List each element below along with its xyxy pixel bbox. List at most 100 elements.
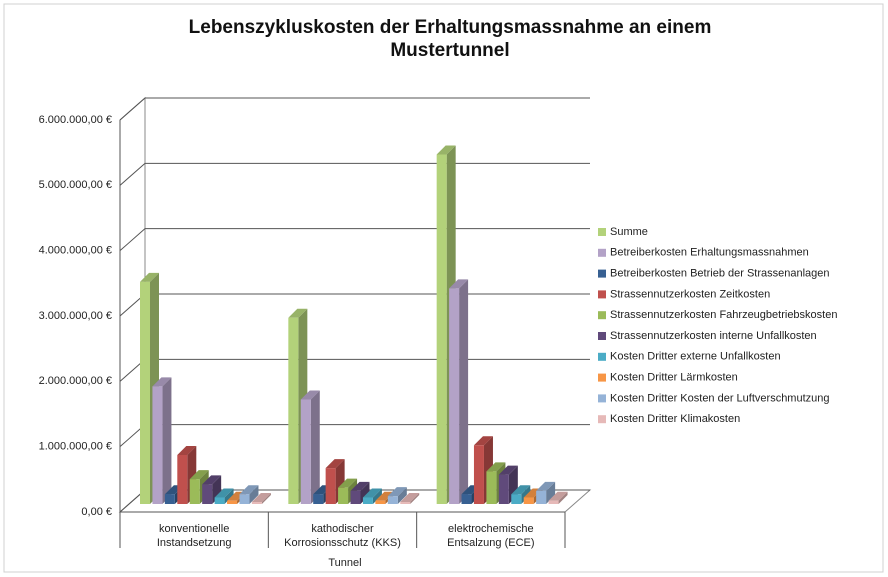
bar-top: [152, 377, 172, 387]
bar-side: [558, 491, 568, 504]
legend-swatch: [598, 373, 606, 382]
bar-side: [261, 493, 271, 504]
bar-front: [387, 496, 398, 504]
bar-top: [350, 481, 370, 491]
legend-swatch: [598, 290, 606, 299]
bar-top: [498, 465, 518, 475]
y-tick-label: 3.000.000,00 €: [39, 310, 112, 322]
legend-swatch: [598, 311, 606, 320]
bar-front: [325, 468, 336, 504]
bar-front: [214, 497, 225, 504]
bar-front: [523, 497, 534, 504]
bar-top: [548, 491, 568, 501]
bar-top: [189, 470, 209, 480]
bar-front: [202, 484, 213, 504]
bar: [536, 481, 556, 504]
y-tick-label: 1.000.000,00 €: [39, 441, 112, 453]
bar-front: [511, 494, 522, 504]
bar-side: [521, 485, 531, 504]
bar-top: [375, 491, 395, 501]
legend-swatch: [598, 228, 606, 236]
bar-front: [189, 479, 200, 504]
bar: [449, 279, 469, 504]
bar-side: [360, 481, 370, 504]
bar-side: [397, 487, 407, 504]
x-tick-label: konventionelle Instandsetzung: [156, 523, 232, 549]
y-tick-label: 2.000.000,00 €: [39, 375, 112, 387]
y-tick-label: 4.000.000,00 €: [39, 245, 112, 257]
bar-front: [251, 502, 262, 504]
bar-front: [375, 500, 386, 504]
bar: [300, 390, 320, 504]
bar: [251, 493, 271, 504]
bar-top: [214, 488, 234, 498]
legend-swatch: [598, 332, 606, 340]
legend-label: Summe: [610, 226, 648, 238]
legend-label: Strassennutzerkosten Zeitkosten: [610, 288, 770, 300]
legend-label: Kosten Dritter Lärmkosten: [610, 372, 738, 384]
bar-top: [511, 485, 531, 495]
legend-label: Betreiberkosten Erhaltungsmassnahmen: [610, 247, 809, 259]
bar-top: [400, 493, 420, 503]
bar-top: [536, 481, 556, 491]
bar-top: [140, 272, 159, 282]
bar-side: [162, 377, 172, 504]
bar: [387, 487, 407, 504]
grid-line: [119, 97, 590, 121]
x-tick-label: elektrochemische Entsalzung (ECE): [447, 523, 535, 549]
legend-label: Kosten Dritter Kosten der Luftverschmutz…: [610, 392, 830, 404]
bar-top: [338, 478, 358, 488]
legend-label: Strassennutzerkosten Fahrzeugbetriebskos…: [610, 309, 837, 321]
legend-label: Kosten Dritter externe Unfallkosten: [610, 351, 781, 363]
bar-top: [362, 488, 382, 498]
bar-front: [239, 494, 250, 504]
bar-front: [313, 494, 324, 504]
bar-side: [459, 279, 469, 504]
bar-front: [362, 497, 373, 504]
bar-front: [177, 455, 188, 504]
bar-front: [473, 445, 484, 504]
bar: [400, 493, 420, 504]
legend-label: Betreiberkosten Betrieb der Strassenanla…: [610, 268, 830, 280]
bar-top: [177, 446, 197, 455]
bar-front: [449, 288, 460, 504]
bar-front: [548, 500, 559, 504]
bar-front: [350, 490, 361, 504]
bar-side: [224, 488, 234, 504]
y-tick-label: 5.000.000,00 €: [39, 179, 112, 191]
bar-front: [152, 386, 163, 504]
bar-front: [536, 490, 547, 504]
legend-swatch: [598, 269, 606, 278]
bar-top: [288, 308, 308, 318]
bar-top: [202, 475, 222, 485]
bar: [362, 488, 382, 504]
bar-side: [410, 493, 420, 504]
bar-front: [227, 500, 238, 504]
bar-top: [300, 390, 320, 400]
bar-top: [449, 279, 469, 289]
bar-top: [436, 145, 456, 155]
legend-swatch: [598, 394, 606, 403]
bar-front: [436, 154, 447, 504]
bar-front: [338, 487, 349, 504]
bar-side: [372, 488, 382, 504]
bar-top: [325, 459, 345, 469]
x-tick-label: kathodischer Korrosionsschutz (KKS): [284, 523, 401, 549]
bar: [239, 485, 259, 504]
legend-swatch: [598, 415, 606, 424]
legend-swatch: [598, 248, 606, 257]
bar: [152, 377, 172, 504]
bar-top: [251, 493, 271, 503]
bar-front: [300, 399, 311, 504]
bar-top: [473, 436, 493, 446]
bar: [214, 488, 234, 504]
x-axis-title: Tunnel: [328, 557, 362, 569]
bar-front: [288, 317, 299, 504]
y-tick-label: 0,00 €: [81, 506, 112, 518]
bar-front: [400, 502, 411, 504]
bar-front: [164, 494, 175, 504]
chart-title: Lebenszykluskosten der Erhaltungsmassnah…: [188, 17, 712, 61]
y-tick-label: 6.000.000,00 €: [39, 114, 112, 126]
